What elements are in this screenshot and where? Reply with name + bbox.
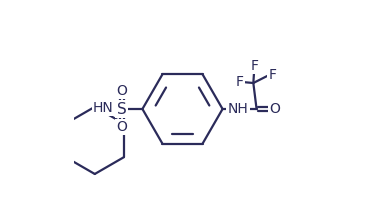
Text: S: S [117, 102, 127, 116]
Text: HN: HN [93, 101, 114, 115]
Text: F: F [235, 75, 243, 89]
Text: NH: NH [228, 102, 249, 116]
Text: F: F [250, 59, 258, 73]
Text: O: O [116, 120, 127, 134]
Text: F: F [268, 68, 276, 82]
Text: O: O [269, 102, 280, 116]
Text: O: O [116, 84, 127, 98]
